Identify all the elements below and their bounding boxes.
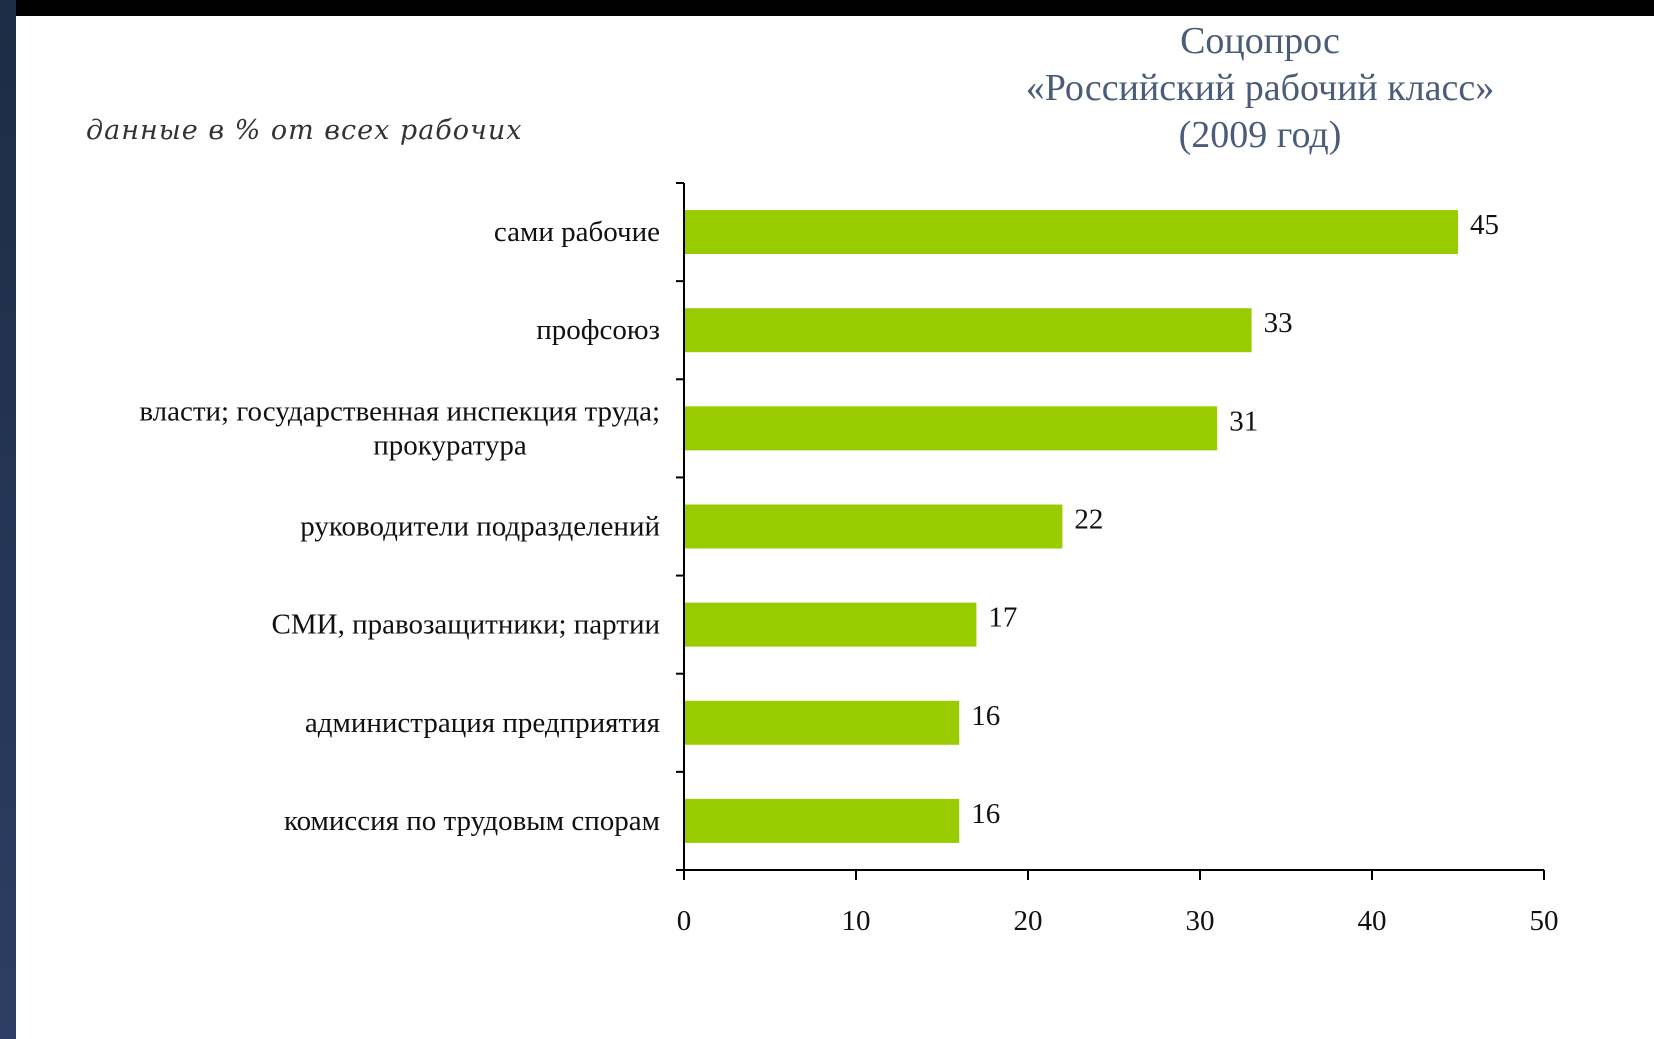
bar-value-label: 22	[1074, 504, 1103, 536]
slide-title-line-2: «Российский рабочий класс»	[1025, 67, 1495, 109]
x-tick-label: 0	[677, 905, 692, 937]
bar	[685, 406, 1218, 451]
bar-value-label: 33	[1264, 307, 1293, 339]
category-label: сами рабочие	[494, 216, 660, 248]
x-tick-label: 20	[1014, 905, 1043, 937]
slide-title: Соцопрос «Российский рабочий класс» (200…	[960, 18, 1560, 159]
category-label: СМИ, правозащитники; партии	[272, 609, 660, 641]
bar-value-label: 31	[1229, 405, 1258, 437]
category-label: руководители подразделений	[300, 511, 660, 543]
slide-title-line-1: Соцопрос	[1180, 20, 1340, 62]
slide-title-line-3: (2009 год)	[1178, 114, 1342, 156]
category-label: администрация предприятия	[305, 707, 660, 739]
category-label: власти; государственная инспекция труда;	[139, 395, 660, 427]
bar	[685, 504, 1063, 549]
chart-note: данные в % от всех рабочих	[86, 115, 523, 146]
bar-value-label: 16	[971, 798, 1000, 830]
bar	[685, 210, 1458, 255]
bar-value-label: 16	[971, 700, 1000, 732]
x-tick-label: 40	[1358, 905, 1387, 937]
category-label: комиссия по трудовым спорам	[284, 805, 660, 837]
category-label: профсоюз	[536, 314, 660, 346]
slide-top-border	[0, 0, 1654, 16]
x-tick-label: 10	[842, 905, 871, 937]
bar	[685, 700, 960, 745]
bar	[685, 798, 960, 843]
bar	[685, 602, 977, 647]
bar-value-label: 45	[1470, 209, 1499, 241]
category-label: прокуратура	[373, 429, 527, 461]
bar	[685, 308, 1252, 353]
x-tick-label: 50	[1530, 905, 1559, 937]
x-tick-label: 30	[1186, 905, 1215, 937]
bar-value-label: 17	[988, 602, 1017, 634]
slide-left-border	[0, 0, 16, 1039]
